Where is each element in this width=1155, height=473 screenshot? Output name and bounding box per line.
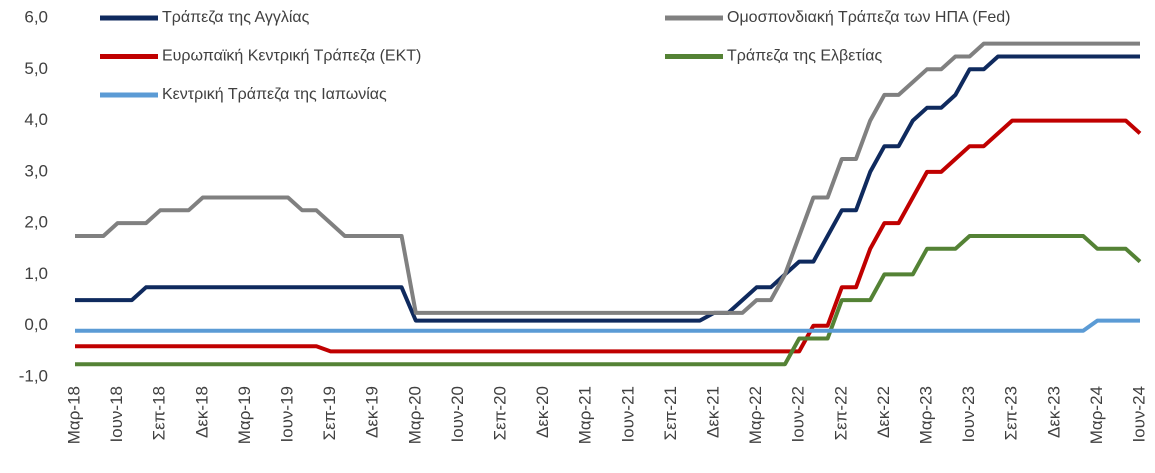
x-tick-label: Ιουν-22 (789, 386, 808, 443)
x-tick-label: Σεπ-19 (320, 386, 339, 440)
y-tick-label: 6,0 (24, 7, 48, 26)
x-tick-label: Δεκ-18 (192, 386, 211, 438)
series-line (75, 318, 1140, 333)
legend-label: Κεντρική Τράπεζα της Ιαπωνίας (162, 86, 387, 103)
y-tick-label: 5,0 (24, 59, 48, 78)
x-tick-label: Σεπ-22 (831, 386, 850, 440)
series-line (75, 41, 1140, 315)
x-tick-label: Ιουν-24 (1129, 386, 1148, 443)
x-tick-label: Ιουν-23 (959, 386, 978, 443)
x-tick-label: Σεπ-20 (490, 386, 509, 440)
x-tick-label: Ιουν-20 (448, 386, 467, 443)
x-tick-label: Μαρ-20 (405, 386, 424, 444)
x-tick-label: Δεκ-23 (1044, 386, 1063, 438)
x-tick-label: Δεκ-19 (363, 386, 382, 438)
x-tick-label: Ιουν-21 (618, 386, 637, 443)
y-tick-label: -1,0 (19, 366, 48, 385)
x-tick-label: Ιουν-19 (277, 386, 296, 443)
x-tick-label: Μαρ-18 (64, 386, 83, 444)
x-tick-label: Σεπ-23 (1002, 386, 1021, 440)
series-line (75, 234, 1142, 367)
x-tick-label: Σεπ-18 (150, 386, 169, 440)
legend-label: Τράπεζα της Ελβετίας (727, 48, 882, 65)
y-tick-label: 1,0 (24, 264, 48, 283)
x-tick-label: Μαρ-22 (746, 386, 765, 444)
x-tick-label: Ιουν-18 (107, 386, 126, 443)
legend-label: Ευρωπαϊκή Κεντρική Τράπεζα (ΕΚΤ) (162, 48, 421, 65)
x-tick-label: Δεκ-22 (874, 386, 893, 438)
x-tick-label: Δεκ-21 (703, 386, 722, 438)
x-tick-label: Μαρ-21 (576, 386, 595, 444)
y-tick-label: 4,0 (24, 110, 48, 129)
y-tick-label: 3,0 (24, 161, 48, 180)
y-tick-label: 0,0 (24, 315, 48, 334)
x-tick-label: Μαρ-23 (916, 386, 935, 444)
x-tick-label: Μαρ-24 (1087, 386, 1106, 444)
series-line (75, 54, 1140, 323)
series-line (75, 118, 1142, 354)
legend-label: Ομοσπονδιακή Τράπεζα των ΗΠΑ (Fed) (727, 9, 1011, 26)
x-tick-label: Δεκ-20 (533, 386, 552, 438)
y-tick-label: 2,0 (24, 213, 48, 232)
legend-label: Τράπεζα της Αγγλίας (162, 9, 310, 26)
x-tick-label: Σεπ-21 (661, 386, 680, 440)
x-tick-label: Μαρ-19 (235, 386, 254, 444)
